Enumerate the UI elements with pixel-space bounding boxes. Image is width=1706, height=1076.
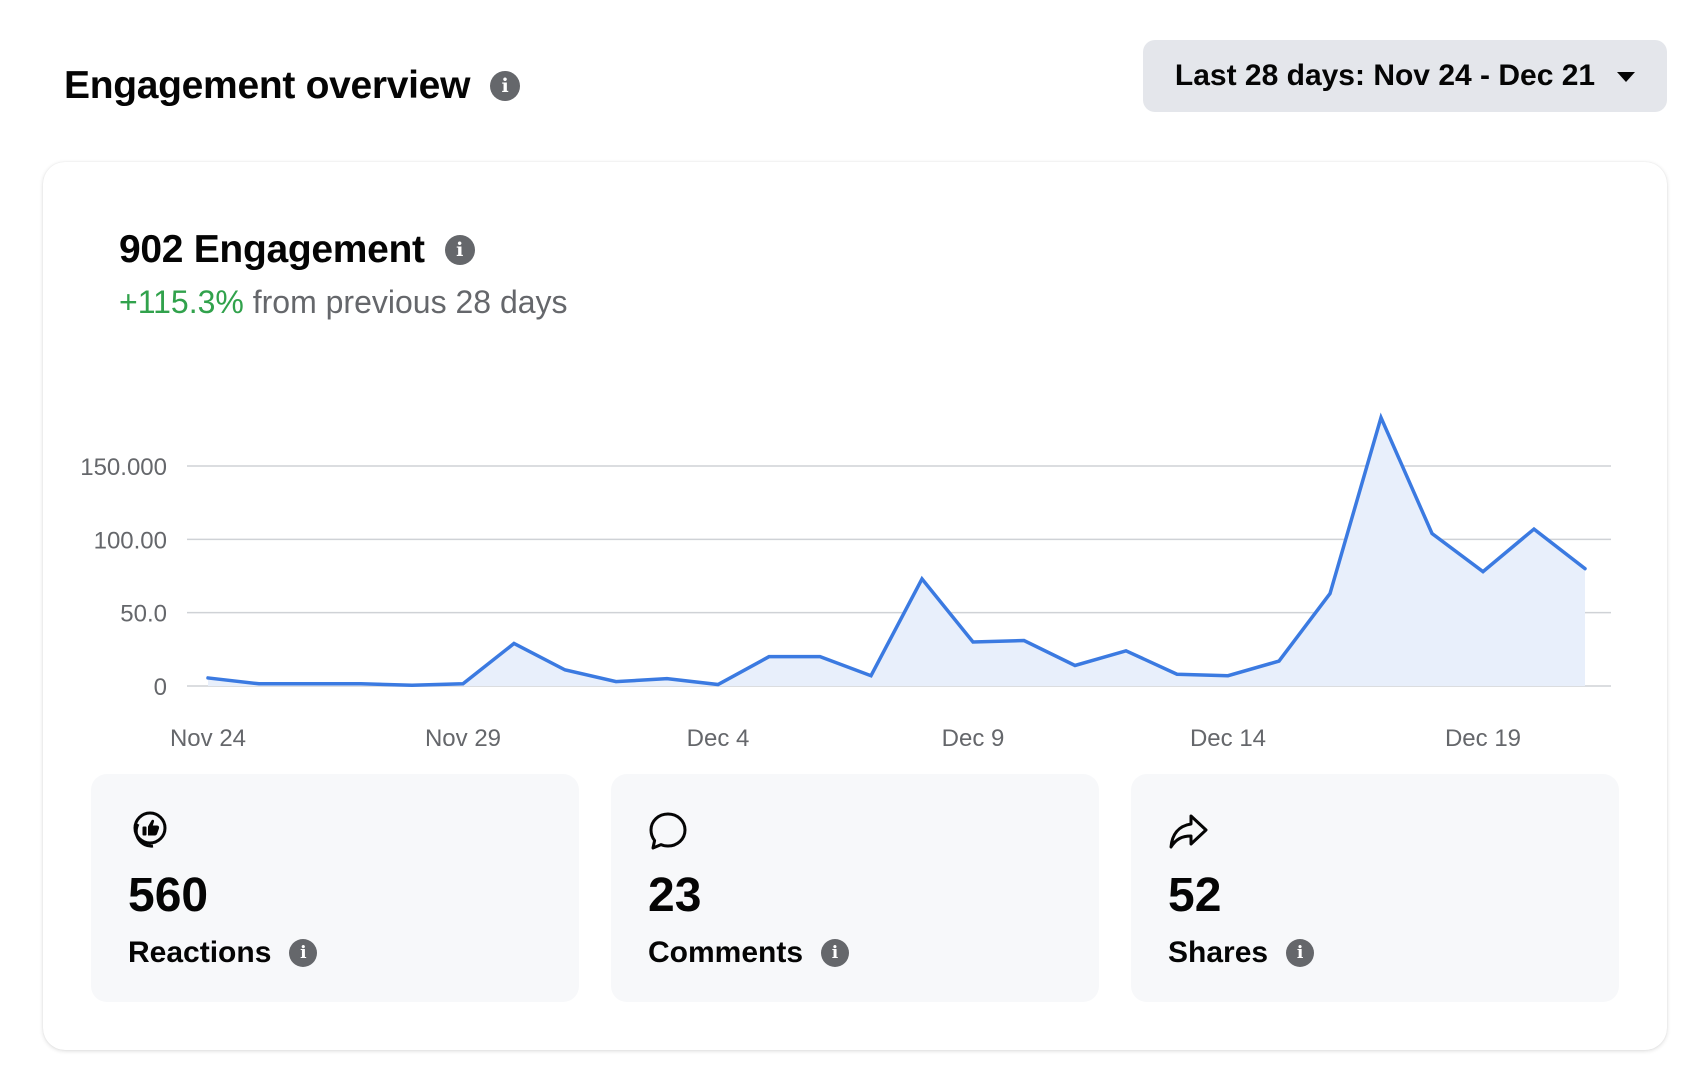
comments-label: Comments [648, 936, 804, 969]
info-icon[interactable]: i [289, 939, 318, 967]
y-tick-label: 50.0 [120, 601, 167, 628]
series-area [208, 417, 1585, 686]
engagement-line-chart: 0 50.0 100.00 150.000 Nov 24 Nov 29 Dec 4 Dec 9… [80, 412, 1611, 752]
y-tick-label: 100.00 [94, 527, 167, 554]
shares-value: 52 [1168, 869, 1222, 922]
stat-card-comments[interactable]: 23 Comments i [611, 774, 1099, 1002]
comment-bubble-icon [649, 812, 687, 850]
info-icon[interactable]: i [1286, 939, 1315, 967]
stat-card-reactions[interactable]: 560 Reactions i [91, 774, 579, 1002]
shares-label: Shares [1168, 936, 1269, 969]
series-line [206, 412, 1587, 688]
reactions-label: Reactions [128, 936, 272, 969]
x-tick-label: Nov 29 [425, 725, 501, 752]
info-icon[interactable]: i [444, 235, 475, 265]
engagement-total: 902 Engagement [119, 228, 425, 271]
x-tick-label: Dec 19 [1445, 725, 1521, 752]
page-title: Engagement overview [64, 64, 471, 107]
x-tick-label: Dec 9 [942, 725, 1005, 752]
engagement-card: 902 Engagement i +115.3% from previous 2… [43, 162, 1667, 1050]
reactions-value: 560 [128, 869, 209, 922]
x-tick-label: Nov 24 [170, 725, 246, 752]
reactions-thumbs-up-icon [133, 811, 167, 848]
x-tick-label: Dec 14 [1190, 725, 1266, 752]
comments-value: 23 [648, 869, 702, 922]
section-header: Engagement overview i [64, 62, 521, 110]
engagement-change: +115.3% from previous 28 days [119, 282, 568, 322]
engagement-total-row: 902 Engagement i [119, 226, 475, 274]
info-icon[interactable]: i [490, 71, 521, 101]
date-range-label: Last 28 days: Nov 24 - Dec 21 [1174, 59, 1596, 92]
info-icon[interactable]: i [821, 939, 850, 967]
change-percent: +115.3% [119, 284, 244, 320]
x-tick-label: Dec 4 [687, 725, 750, 752]
share-arrow-icon [1169, 814, 1208, 849]
y-tick-label: 150.000 [80, 454, 167, 481]
y-tick-label: 0 [154, 674, 167, 701]
date-range-dropdown[interactable]: Last 28 days: Nov 24 - Dec 21 [1143, 40, 1667, 112]
change-text: from previous 28 days [243, 284, 568, 320]
caret-down-icon [1617, 72, 1636, 82]
stat-card-shares[interactable]: 52 Shares i [1131, 774, 1619, 1002]
